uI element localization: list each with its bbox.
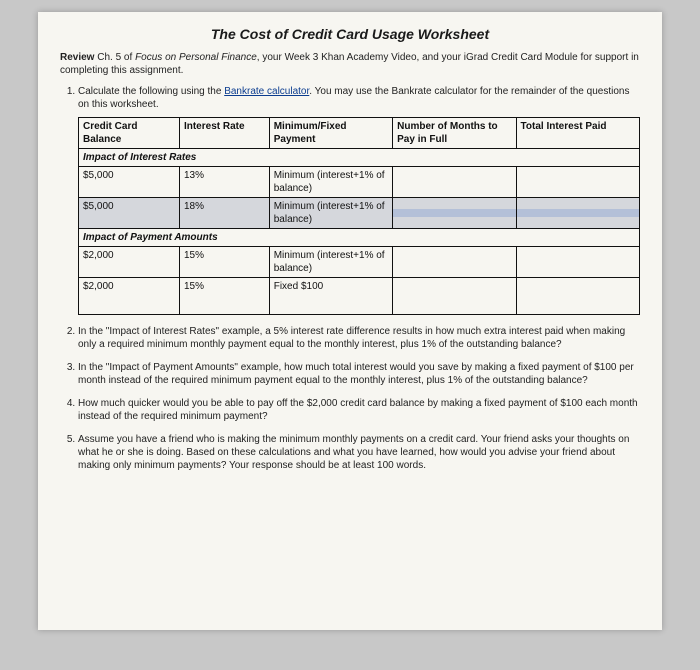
- cell-months: [393, 198, 516, 229]
- cell-rate: 18%: [179, 198, 269, 229]
- review-label: Review: [60, 52, 97, 63]
- cell-balance: $2,000: [79, 247, 180, 278]
- worksheet-page: The Cost of Credit Card Usage Worksheet …: [38, 12, 662, 630]
- table-row-highlighted: $5,000 18% Minimum (interest+1% of balan…: [79, 198, 640, 229]
- question-3: In the "Impact of Payment Amounts" examp…: [78, 361, 640, 387]
- q1-text-a: Calculate the following using the: [78, 86, 224, 97]
- cell-months: [393, 167, 516, 198]
- section-interest-rates: Impact of Interest Rates: [79, 149, 640, 167]
- cost-table: Credit Card Balance Interest Rate Minimu…: [78, 117, 640, 315]
- col-payment: Minimum/Fixed Payment: [269, 118, 392, 149]
- cell-total: [516, 278, 639, 315]
- cell-payment: Minimum (interest+1% of balance): [269, 167, 392, 198]
- col-rate: Interest Rate: [179, 118, 269, 149]
- cell-total: [516, 198, 639, 229]
- cell-total: [516, 247, 639, 278]
- section2-label: Impact of Payment Amounts: [79, 229, 640, 247]
- cell-months: [393, 278, 516, 315]
- question-4: How much quicker would you be able to pa…: [78, 397, 640, 423]
- bankrate-link[interactable]: Bankrate calculator: [224, 86, 309, 97]
- question-5: Assume you have a friend who is making t…: [78, 433, 640, 472]
- table-row: $5,000 13% Minimum (interest+1% of balan…: [79, 167, 640, 198]
- cell-rate: 15%: [179, 278, 269, 315]
- cell-rate: 13%: [179, 167, 269, 198]
- section-payment-amounts: Impact of Payment Amounts: [79, 229, 640, 247]
- table-row: $2,000 15% Fixed $100: [79, 278, 640, 315]
- cell-payment: Minimum (interest+1% of balance): [269, 198, 392, 229]
- col-total: Total Interest Paid: [516, 118, 639, 149]
- cell-balance: $5,000: [79, 167, 180, 198]
- table-row: $2,000 15% Minimum (interest+1% of balan…: [79, 247, 640, 278]
- col-months: Number of Months to Pay in Full: [393, 118, 516, 149]
- table-header-row: Credit Card Balance Interest Rate Minimu…: [79, 118, 640, 149]
- cell-payment: Minimum (interest+1% of balance): [269, 247, 392, 278]
- cell-balance: $2,000: [79, 278, 180, 315]
- question-list: Calculate the following using the Bankra…: [60, 85, 640, 472]
- cell-total: [516, 167, 639, 198]
- col-balance: Credit Card Balance: [79, 118, 180, 149]
- book-title: Focus on Personal Finance: [135, 52, 257, 63]
- section1-label: Impact of Interest Rates: [79, 149, 640, 167]
- cell-months: [393, 247, 516, 278]
- cell-rate: 15%: [179, 247, 269, 278]
- page-title: The Cost of Credit Card Usage Worksheet: [60, 26, 640, 42]
- question-1: Calculate the following using the Bankra…: [78, 85, 640, 315]
- question-2: In the "Impact of Interest Rates" exampl…: [78, 325, 640, 351]
- intro-paragraph: Review Ch. 5 of Focus on Personal Financ…: [60, 52, 640, 77]
- intro-text-1: Ch. 5 of: [97, 52, 135, 63]
- cell-payment: Fixed $100: [269, 278, 392, 315]
- cell-balance: $5,000: [79, 198, 180, 229]
